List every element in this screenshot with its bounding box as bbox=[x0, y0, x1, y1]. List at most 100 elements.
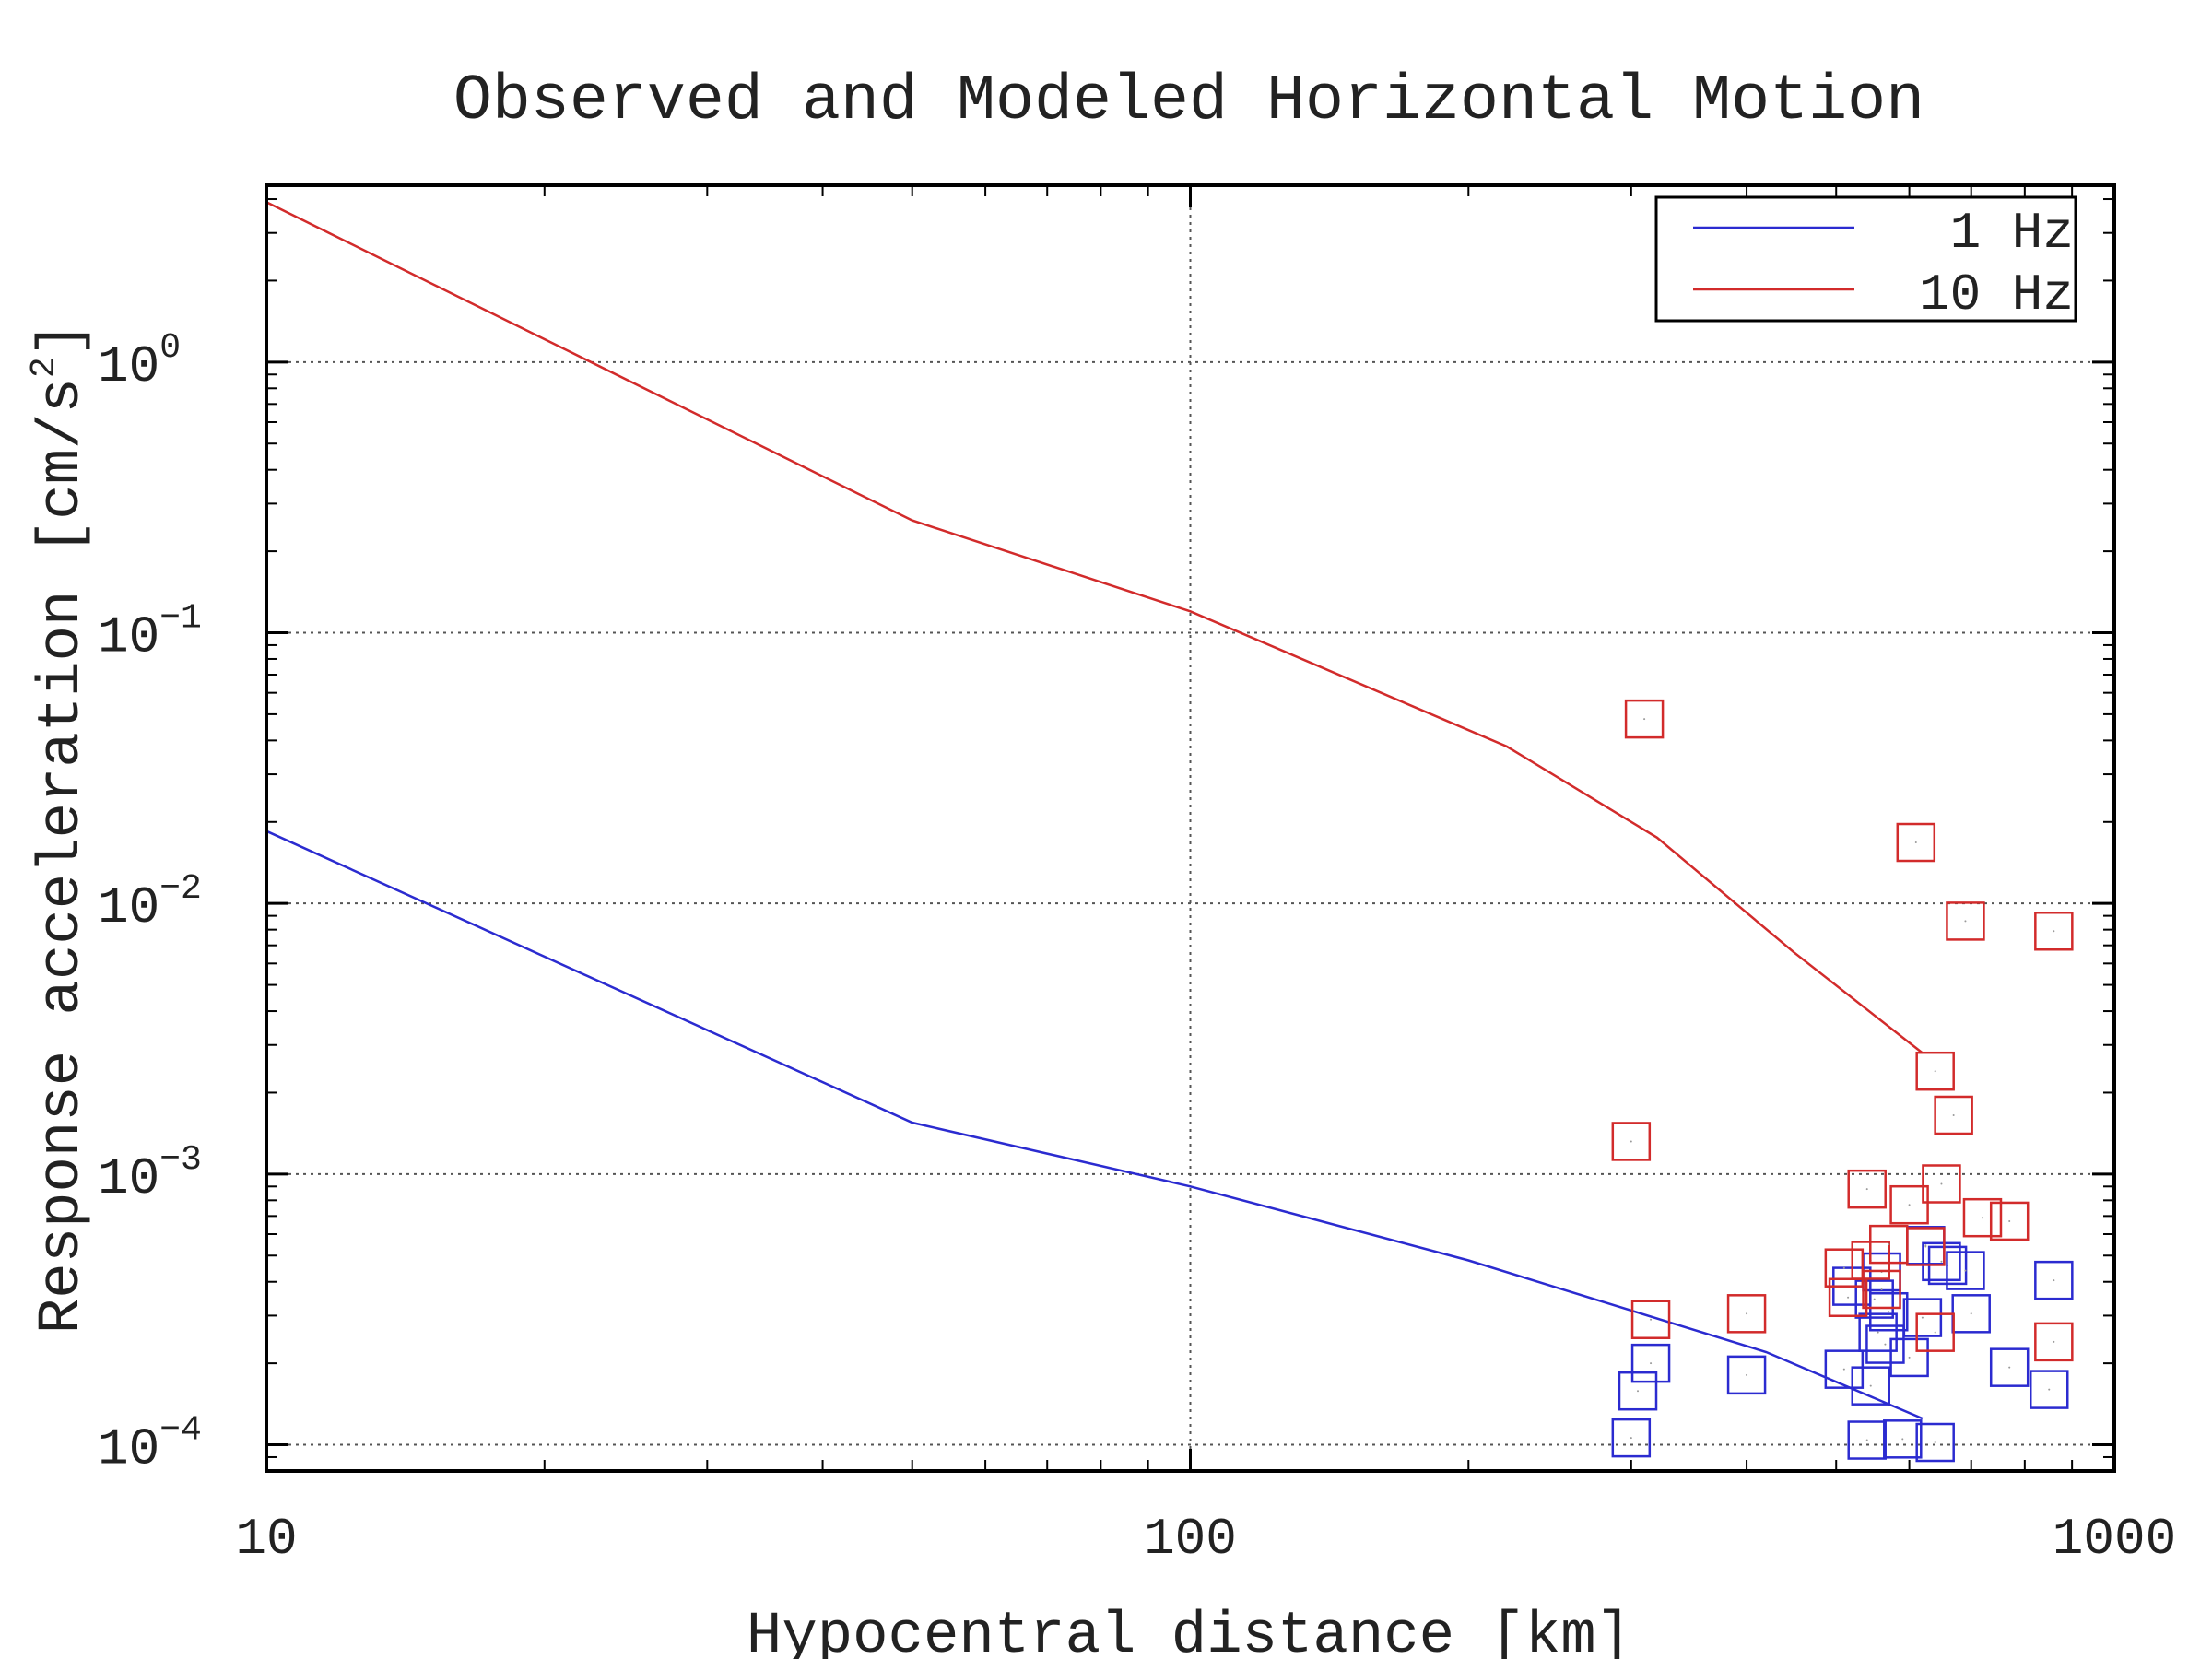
y-axis-label-superscript: 2 bbox=[25, 357, 65, 378]
data-point-center bbox=[1869, 1384, 1872, 1387]
data-point-center bbox=[2053, 1279, 2055, 1282]
data-point-10hz bbox=[1906, 1227, 1946, 1266]
data-point-10hz bbox=[1630, 1300, 1671, 1339]
data-point-10hz bbox=[1889, 1184, 1929, 1225]
data-point-10hz bbox=[1989, 1201, 2030, 1241]
x-tick-label: 1000 bbox=[2053, 1510, 2176, 1569]
data-point-center bbox=[1865, 1439, 1868, 1441]
data-point-10hz bbox=[1611, 1122, 1652, 1161]
legend-box bbox=[1654, 195, 2077, 323]
data-point-1hz bbox=[1869, 1291, 1909, 1332]
y-tick-label: 10−1 bbox=[98, 599, 202, 667]
data-point-center bbox=[1901, 1438, 1904, 1441]
data-point-center bbox=[2053, 930, 2055, 933]
series-layer bbox=[265, 201, 2074, 1463]
data-point-1hz bbox=[1726, 1355, 1767, 1395]
data-point-center bbox=[1865, 1188, 1868, 1191]
y-axis-label: Response acceleration [cm/s2] bbox=[25, 322, 96, 1334]
series-1hz bbox=[265, 830, 2074, 1463]
data-point-10hz bbox=[2034, 1322, 2074, 1362]
plot-area bbox=[265, 183, 2116, 1473]
data-point-10hz bbox=[1934, 1095, 1973, 1135]
data-point-10hz bbox=[1962, 1197, 2003, 1238]
data-point-center bbox=[1746, 1373, 1748, 1376]
data-point-center bbox=[1940, 1260, 1943, 1263]
data-point-10hz bbox=[1946, 901, 1985, 941]
data-point-center bbox=[1637, 1390, 1640, 1393]
y-tick-labels: 100 10−1 10−2 10−3 10−4 bbox=[98, 328, 202, 1479]
y-tick-label: 10−3 bbox=[98, 1140, 202, 1208]
data-point-center bbox=[1842, 1266, 1845, 1269]
data-point-center bbox=[1888, 1243, 1890, 1246]
data-point-center bbox=[1630, 1140, 1632, 1143]
data-point-1hz bbox=[1915, 1422, 1955, 1463]
data-point-center bbox=[1934, 1331, 1936, 1334]
data-point-center bbox=[1888, 1311, 1890, 1313]
series-10hz bbox=[265, 201, 2074, 1362]
data-point-center bbox=[2048, 1388, 2051, 1391]
data-point-10hz bbox=[2034, 912, 2074, 951]
y-tick-label: 10−4 bbox=[98, 1411, 202, 1479]
data-point-1hz bbox=[1889, 1337, 1929, 1378]
data-point-center bbox=[1650, 1362, 1653, 1365]
data-point-center bbox=[1940, 1182, 1943, 1185]
y-tick-label: 10−2 bbox=[98, 869, 202, 937]
data-point-center bbox=[1952, 1113, 1955, 1116]
data-point-10hz bbox=[1915, 1051, 1955, 1091]
x-tick-labels: 10 100 1000 bbox=[235, 1510, 2176, 1569]
data-point-1hz bbox=[2029, 1370, 2069, 1409]
data-point-1hz bbox=[1865, 1324, 1905, 1364]
data-point-center bbox=[1842, 1368, 1845, 1371]
x-tick-label: 10 bbox=[235, 1510, 297, 1569]
data-point-center bbox=[2008, 1366, 2011, 1369]
data-point-1hz bbox=[1847, 1420, 1887, 1460]
data-point-10hz bbox=[1726, 1294, 1767, 1334]
data-point-1hz bbox=[1851, 1366, 1890, 1406]
data-point-center bbox=[1934, 1441, 1936, 1444]
y-tick-label: 100 bbox=[98, 328, 181, 396]
data-point-10hz bbox=[1828, 1277, 1868, 1318]
data-point-10hz bbox=[1824, 1248, 1865, 1288]
data-point-center bbox=[1847, 1296, 1850, 1299]
data-point-10hz bbox=[1896, 822, 1936, 863]
chart-title: Observed and Modeled Horizontal Motion bbox=[453, 65, 1924, 138]
model-line-10hz bbox=[265, 201, 1924, 1054]
data-point-center bbox=[1650, 1318, 1653, 1321]
data-point-center bbox=[1921, 1316, 1924, 1319]
data-point-1hz bbox=[1854, 1279, 1894, 1319]
data-point-center bbox=[1908, 1356, 1911, 1359]
data-point-center bbox=[1643, 718, 1646, 721]
data-point-center bbox=[1877, 1331, 1879, 1334]
x-axis-label: Hypocentral distance [km] bbox=[747, 1604, 1631, 1659]
data-point-center bbox=[2008, 1219, 2011, 1222]
data-point-1hz bbox=[1946, 1251, 1985, 1290]
plot-frame bbox=[265, 183, 2116, 1473]
data-point-center bbox=[1934, 1070, 1936, 1073]
data-point-1hz bbox=[1883, 1419, 1923, 1459]
data-point-center bbox=[1873, 1298, 1876, 1300]
model-line-1hz bbox=[265, 830, 1924, 1420]
y-axis-label-main: Response acceleration [cm/s bbox=[29, 378, 96, 1334]
data-point-1hz bbox=[1824, 1349, 1865, 1389]
data-point-1hz bbox=[1922, 1241, 1961, 1282]
data-point-center bbox=[1964, 1269, 1967, 1272]
data-point-10hz bbox=[1862, 1269, 1901, 1310]
data-point-center bbox=[2053, 1340, 2055, 1343]
data-point-10hz bbox=[1847, 1169, 1887, 1209]
data-point-center bbox=[1908, 1204, 1911, 1206]
data-point-1hz bbox=[1858, 1312, 1898, 1352]
data-point-10hz bbox=[1624, 699, 1665, 739]
y-axis-label-end: ] bbox=[29, 322, 96, 357]
data-point-center bbox=[1924, 1245, 1927, 1248]
data-point-center bbox=[1981, 1217, 1983, 1219]
data-point-1hz bbox=[1611, 1418, 1652, 1458]
data-point-1hz bbox=[1989, 1347, 2030, 1387]
legend: 1 Hz 10 Hz bbox=[1654, 195, 2077, 324]
data-point-10hz bbox=[1915, 1312, 1955, 1352]
data-point-1hz bbox=[1630, 1343, 1671, 1383]
data-point-1hz bbox=[1902, 1298, 1943, 1337]
data-point-center bbox=[1964, 920, 1967, 923]
data-point-center bbox=[1746, 1312, 1748, 1315]
data-point-10hz bbox=[1922, 1164, 1961, 1204]
